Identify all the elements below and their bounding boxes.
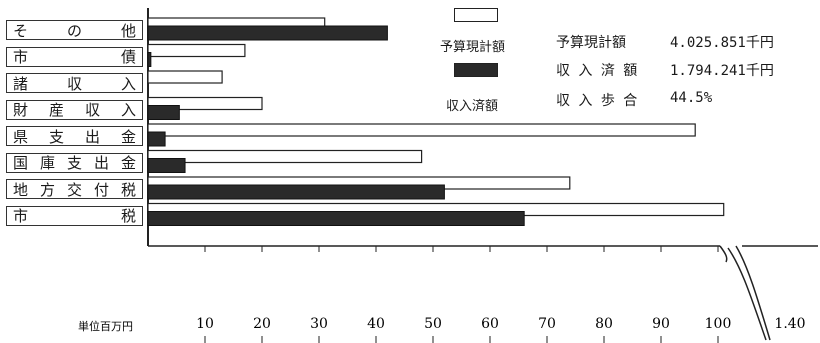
legend-swatch-received xyxy=(454,63,498,77)
x-tick-label: 100 xyxy=(705,316,732,332)
bar-received xyxy=(147,211,525,226)
summary-ratio-label: 収 入 歩 合 xyxy=(556,93,638,109)
category-label: 諸収入 xyxy=(6,73,143,93)
bar-budget xyxy=(147,70,223,84)
axis-break-curve-2 xyxy=(735,245,771,341)
x-tick-label: 1.40 xyxy=(774,316,805,332)
category-label: 財産収入 xyxy=(6,99,143,120)
x-tick-label: 90 xyxy=(652,316,670,332)
summary-ratio-value: 44.5% xyxy=(670,90,713,106)
bar-received xyxy=(147,184,445,200)
category-label: 県支出金 xyxy=(6,126,143,146)
bar-budget xyxy=(147,43,246,58)
bar-received xyxy=(147,158,186,173)
x-unit-label: 単位百万円 xyxy=(78,319,133,333)
x-tick-label: 20 xyxy=(253,316,271,332)
axis-break-left xyxy=(719,245,728,263)
summary-budget-label: 予算現計額 xyxy=(556,35,626,51)
x-tick-label: 50 xyxy=(424,316,442,332)
bar-received xyxy=(147,131,166,147)
category-label: その他 xyxy=(6,20,143,40)
category-label: 市税 xyxy=(6,205,143,226)
summary-received-label: 収 入 済 額 xyxy=(556,63,638,79)
category-label: 市債 xyxy=(6,46,143,67)
bar-budget xyxy=(147,149,423,164)
bar-budget xyxy=(147,123,696,137)
x-tick-label: 60 xyxy=(481,316,499,332)
category-label: 地方交付税 xyxy=(6,179,143,199)
summary-budget-value: 4.025.851千円 xyxy=(670,35,774,51)
legend-swatch-budget xyxy=(454,8,498,22)
bar-received xyxy=(147,52,152,67)
axis-break-curve-1 xyxy=(727,247,767,341)
x-tick-label: 30 xyxy=(310,316,328,332)
bar-received xyxy=(147,25,388,41)
x-tick-label: 80 xyxy=(595,316,613,332)
legend-label-budget: 予算現計額 xyxy=(440,40,506,55)
category-label: 国庫支出金 xyxy=(6,152,143,173)
summary-received-value: 1.794.241千円 xyxy=(670,63,774,79)
x-tick-label: 70 xyxy=(538,316,556,332)
x-tick-label: 40 xyxy=(367,316,385,332)
bar-received xyxy=(147,105,180,120)
x-tick-label: 10 xyxy=(196,316,214,332)
legend-label-received: 収入済額 xyxy=(446,99,499,114)
